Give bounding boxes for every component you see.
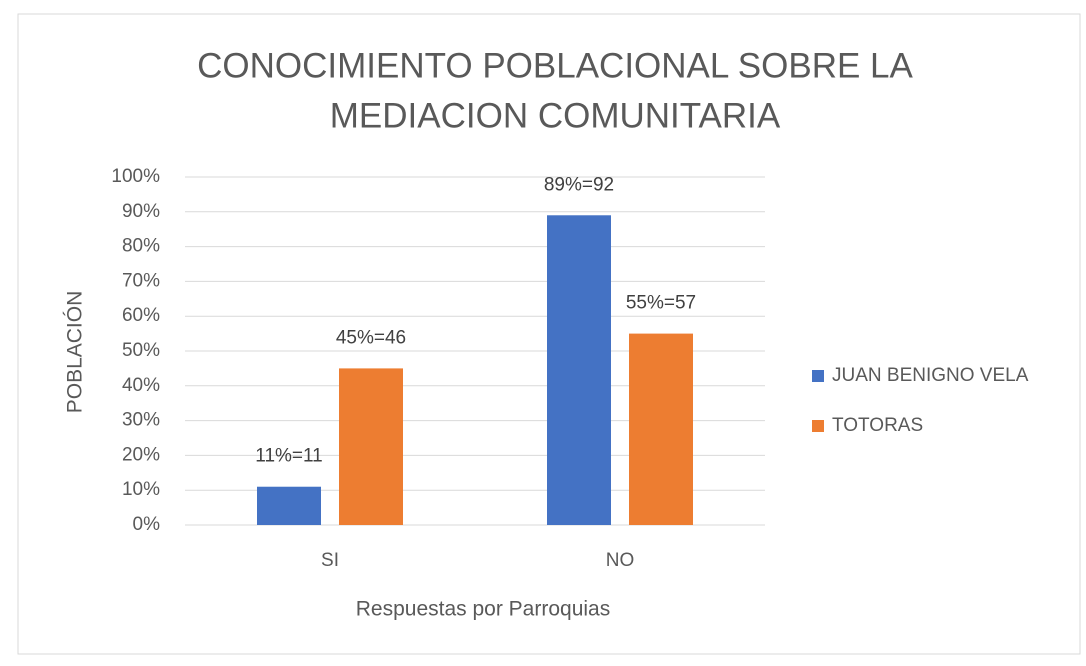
data-label: 89%=92	[544, 174, 614, 195]
data-label: 45%=46	[336, 327, 406, 348]
x-axis-label: Respuestas por Parroquias	[356, 598, 610, 621]
y-tick-label: 60%	[122, 305, 160, 326]
y-tick-label: 30%	[122, 410, 160, 431]
y-tick-label: 50%	[122, 340, 160, 361]
data-label: 11%=11	[255, 446, 322, 467]
y-tick-label: 70%	[122, 270, 160, 291]
x-tick-label: SI	[321, 550, 339, 571]
y-tick-label: 80%	[122, 236, 160, 257]
y-tick-label: 20%	[122, 444, 160, 465]
legend-label: TOTORAS	[832, 415, 923, 436]
data-label: 55%=57	[626, 293, 696, 314]
x-tick-label: NO	[606, 550, 635, 571]
y-tick-label: 90%	[122, 201, 160, 222]
y-tick-label: 100%	[111, 166, 160, 187]
bar	[339, 368, 403, 525]
y-axis-label: POBLACIÓN	[64, 291, 87, 414]
legend-label: JUAN BENIGNO VELA	[832, 365, 1029, 386]
chart-title: CONOCIMIENTO POBLACIONAL SOBRE LA	[197, 46, 913, 85]
legend-swatch	[812, 370, 824, 382]
bar	[629, 333, 693, 525]
bar	[257, 486, 321, 525]
bar	[547, 215, 611, 525]
y-tick-label: 10%	[122, 479, 160, 500]
y-tick-label: 40%	[122, 375, 160, 396]
y-tick-label: 0%	[133, 514, 161, 535]
legend-swatch	[812, 420, 824, 432]
chart-title: MEDIACION COMUNITARIA	[330, 96, 781, 135]
